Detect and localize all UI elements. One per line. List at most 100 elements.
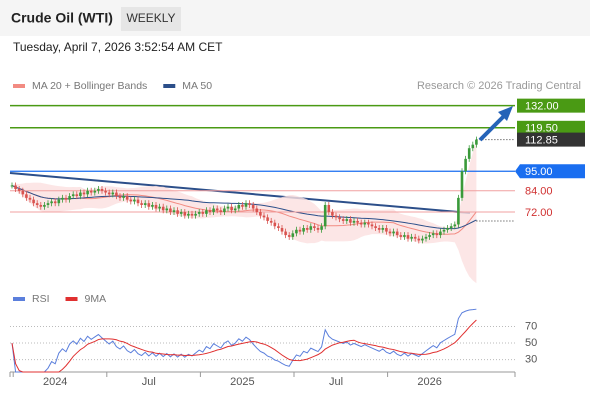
ma20-line (11, 185, 477, 235)
level-label: 119.50 (525, 123, 558, 135)
candle-body (147, 203, 151, 207)
candle-body (183, 212, 187, 216)
candle-body (428, 235, 431, 237)
level-label: 72.00 (525, 207, 553, 219)
candle-body (403, 235, 406, 237)
candle-body (136, 199, 140, 204)
level-label: 112.85 (525, 135, 558, 147)
candle-body (410, 236, 413, 239)
candle-body (363, 222, 367, 225)
timeframe-badge[interactable] (121, 7, 181, 31)
candle-body (446, 228, 449, 230)
header (0, 0, 590, 36)
candle-body (453, 224, 457, 227)
candle-body (377, 228, 381, 230)
candle-body (169, 208, 172, 213)
candle-body (176, 210, 179, 214)
candle-body (172, 210, 176, 213)
level-box (517, 98, 585, 113)
candle-body (244, 203, 248, 207)
candle-body (219, 210, 223, 213)
candle-body (421, 238, 424, 241)
candle-body (392, 231, 395, 234)
legend-swatch (13, 84, 25, 88)
candle-body (129, 199, 133, 202)
legend-swatch (163, 84, 176, 88)
candle-body (475, 139, 478, 145)
candle-body (399, 235, 403, 237)
candle-body (406, 235, 410, 239)
candle-body (151, 204, 154, 207)
candle-body (190, 213, 194, 216)
candle-body (201, 212, 205, 214)
candle-body (140, 203, 143, 205)
candle-body (14, 185, 17, 189)
candle-body (104, 190, 107, 193)
candle-body (395, 231, 399, 236)
candle-body (82, 192, 86, 195)
legend-label: RSI (32, 293, 50, 305)
level-box (517, 132, 585, 147)
level-label: 132.00 (525, 101, 559, 113)
candle-body (208, 210, 212, 213)
candle-body (435, 233, 439, 236)
candle-body (39, 204, 43, 207)
candle-body (179, 212, 183, 214)
candle-body (439, 231, 442, 236)
candle-body (75, 194, 79, 197)
candle-body (259, 212, 262, 216)
candle-body (262, 215, 266, 218)
candle-body (277, 226, 280, 229)
candle-body (460, 171, 464, 198)
rsi-tick-label: 50 (525, 337, 537, 349)
candle-body (100, 189, 104, 191)
x-tick-label: 2025 (230, 376, 254, 388)
candle-body (273, 222, 277, 227)
candle-body (356, 220, 359, 223)
x-tick-label: 2024 (43, 376, 67, 388)
candle-body (449, 226, 453, 229)
candle-body (302, 228, 305, 232)
candle-body (309, 226, 313, 230)
candle-body (71, 194, 75, 197)
level-box (515, 164, 585, 179)
legend-label: MA 50 (182, 80, 212, 92)
rsi-tick-label: 30 (525, 353, 537, 365)
subtitle: Tuesday, April 7, 2026 3:52:54 AM CET (13, 40, 223, 54)
ma50-line (11, 185, 477, 230)
legend-label: 9MA (85, 293, 107, 305)
candle-body (251, 204, 255, 209)
legend-label: MA 20 + Bollinger Bands (32, 80, 147, 92)
candle-body (331, 212, 334, 216)
candle-body (57, 199, 61, 204)
candle-body (35, 203, 39, 205)
candle-body (46, 203, 50, 205)
timeframe[interactable]: WEEKLY (126, 11, 175, 25)
candle-body (266, 217, 269, 221)
candle-body (118, 196, 122, 198)
candle-body (205, 210, 208, 214)
candle-body (338, 217, 341, 220)
candle-body (143, 203, 147, 205)
candle-body (359, 222, 363, 225)
candle-body (341, 219, 345, 221)
candle-body (442, 229, 446, 232)
candle-body (187, 213, 190, 216)
candle-body (464, 158, 467, 172)
candle-body (17, 189, 21, 191)
candle-body (431, 233, 435, 236)
rsi-line (11, 308, 477, 373)
x-tick-label: 2026 (417, 376, 441, 388)
candle-body (381, 228, 385, 230)
candle-body (79, 192, 82, 197)
candle-body (97, 189, 100, 191)
candle-body (471, 144, 475, 149)
candle-body (424, 236, 428, 239)
candle-body (230, 206, 233, 211)
candle-body (50, 201, 53, 204)
candle-body (417, 238, 421, 241)
candle-body (53, 201, 57, 204)
candle-body (165, 208, 169, 211)
candle-body (305, 228, 309, 230)
